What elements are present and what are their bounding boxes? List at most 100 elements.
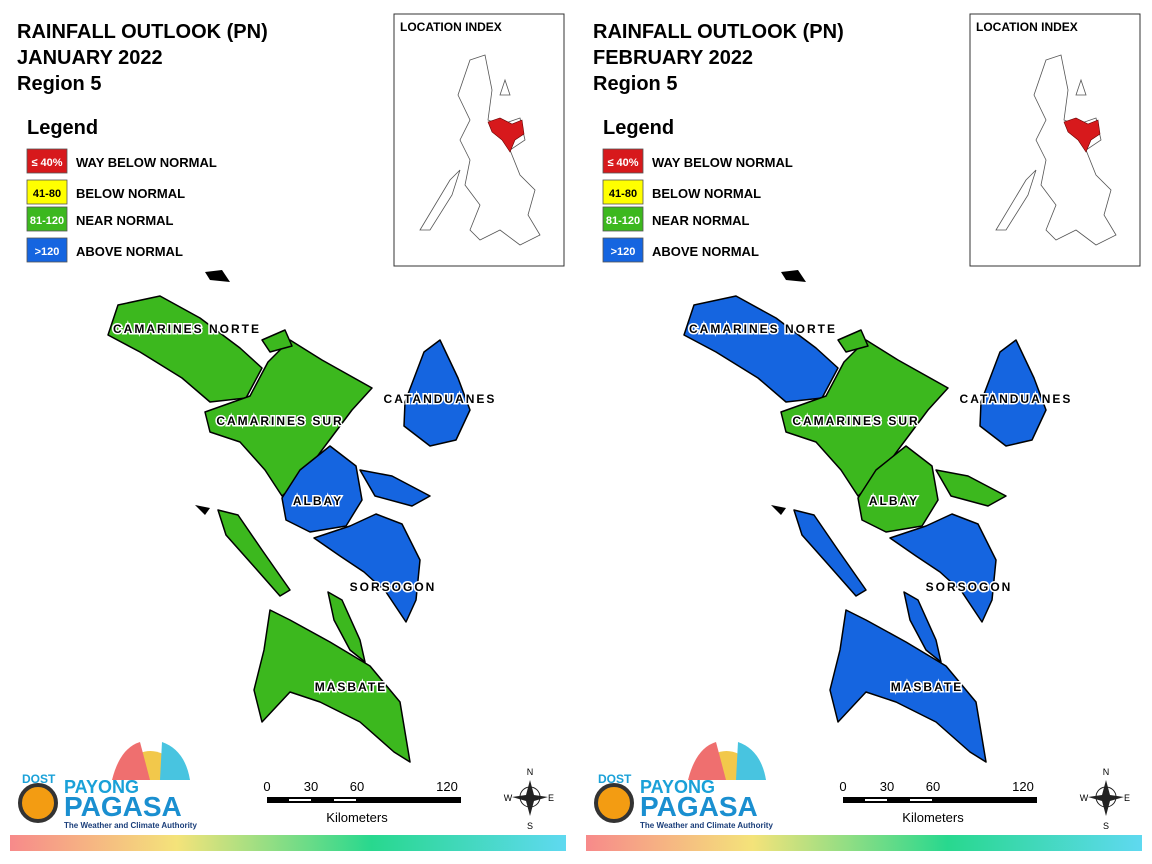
- province-shape: [359, 469, 431, 507]
- logo-payong: PAYONG: [64, 777, 139, 797]
- compass-letter: E: [1124, 793, 1130, 803]
- logo-pagasa: PAGASA: [64, 791, 182, 822]
- compass-letter: S: [1103, 821, 1109, 831]
- logo-umbrella-right: [736, 742, 766, 780]
- legend-label: BELOW NORMAL: [652, 186, 761, 201]
- province-shape: [327, 591, 366, 663]
- scale-label: 0: [263, 779, 270, 794]
- scale-label: 60: [926, 779, 940, 794]
- province-label: CAMARINES NORTE: [113, 322, 261, 336]
- province-label: CATANDUANES: [960, 392, 1073, 406]
- province-label: CAMARINES NORTE: [689, 322, 837, 336]
- compass-ring: [519, 786, 541, 808]
- province-shape: [683, 295, 839, 403]
- legend-title: Legend: [603, 117, 674, 139]
- scale-label: 120: [436, 779, 458, 794]
- legend-code: ≤ 40%: [607, 157, 638, 169]
- scale-label: 120: [1012, 779, 1034, 794]
- panel: RAINFALL OUTLOOK (PN) JANUARY 2022 Region …: [10, 13, 566, 851]
- legend-code: 81-120: [606, 215, 640, 227]
- legend-code: >120: [35, 246, 60, 258]
- compass-letter: S: [527, 821, 533, 831]
- logo-umbrella-left: [688, 742, 726, 780]
- legend-code: 81-120: [30, 215, 64, 227]
- location-outline: [995, 54, 1117, 246]
- province-shape: [253, 609, 411, 763]
- province-shape: [793, 509, 867, 597]
- province-shape: [889, 513, 997, 623]
- province-shape: [204, 339, 373, 497]
- location-index-title: LOCATION INDEX: [976, 20, 1078, 34]
- title-line: Region 5: [593, 73, 677, 95]
- legend-swatch: [602, 206, 644, 232]
- compass-rose: [512, 780, 548, 816]
- province-shape: [780, 339, 949, 497]
- legend-label: WAY BELOW NORMAL: [76, 155, 217, 170]
- scale-label: 0: [839, 779, 846, 794]
- location-highlight: [487, 117, 525, 153]
- legend-code: ≤ 40%: [31, 157, 62, 169]
- province-shape: [829, 609, 987, 763]
- compass-ring: [1095, 786, 1117, 808]
- scale-segment: [865, 799, 887, 801]
- legend-code: 41-80: [609, 188, 637, 200]
- province-shape: [261, 329, 293, 353]
- legend-label: NEAR NORMAL: [652, 213, 750, 228]
- province-shape: [217, 509, 291, 597]
- scale-bar: [267, 797, 461, 803]
- province-shape: [281, 445, 363, 533]
- scale-unit: Kilometers: [902, 810, 964, 825]
- legend-swatch: [26, 148, 68, 174]
- logo-dost: DOST: [22, 772, 56, 786]
- logo-emblem: [18, 783, 58, 823]
- compass-letter: W: [504, 793, 513, 803]
- logo-payong: PAYONG: [640, 777, 715, 797]
- legend-label: ABOVE NORMAL: [652, 244, 759, 259]
- title-line: RAINFALL OUTLOOK (PN): [593, 21, 844, 43]
- legend-label: BELOW NORMAL: [76, 186, 185, 201]
- logo-umbrella-left: [112, 742, 150, 780]
- logo-pagasa: PAGASA: [640, 791, 758, 822]
- legend-code: 41-80: [33, 188, 61, 200]
- province-shape: [857, 445, 939, 533]
- legend-code: >120: [611, 246, 636, 258]
- legend-title: Legend: [27, 117, 98, 139]
- legend-swatch: [26, 206, 68, 232]
- scale-segment: [334, 799, 356, 801]
- province-label: MASBATE: [315, 680, 387, 694]
- scale-label: 30: [304, 779, 318, 794]
- province-label: MASBATE: [891, 680, 963, 694]
- logo-dost: DOST: [598, 772, 632, 786]
- legend-label: ABOVE NORMAL: [76, 244, 183, 259]
- logo-emblem: [594, 783, 634, 823]
- province-shape: [935, 469, 1007, 507]
- scale-label: 30: [880, 779, 894, 794]
- legend-swatch: [602, 148, 644, 174]
- scale-unit: Kilometers: [326, 810, 388, 825]
- title-line: Region 5: [17, 73, 101, 95]
- province-shape: [979, 339, 1047, 447]
- compass-letter: E: [548, 793, 554, 803]
- province-shape: [903, 591, 942, 663]
- province-label: SORSOGON: [926, 580, 1013, 594]
- legend-swatch: [602, 237, 644, 263]
- legend-swatch: [602, 179, 644, 205]
- province-shape: [837, 329, 869, 353]
- logo-tagline: The Weather and Climate Authority: [64, 821, 197, 830]
- province-label: CAMARINES SUR: [216, 414, 343, 428]
- compass-letter: N: [1103, 767, 1110, 777]
- legend-label: WAY BELOW NORMAL: [652, 155, 793, 170]
- title-line: JANUARY 2022: [17, 47, 163, 69]
- province-label: ALBAY: [293, 494, 343, 508]
- province-shape: [313, 513, 421, 623]
- logo-tagline: The Weather and Climate Authority: [640, 821, 773, 830]
- compass-letter: W: [1080, 793, 1089, 803]
- scale-segment: [910, 799, 932, 801]
- legend-swatch: [26, 179, 68, 205]
- title-line: FEBRUARY 2022: [593, 47, 753, 69]
- footer-gradient: [586, 835, 1142, 851]
- province-label: SORSOGON: [350, 580, 437, 594]
- panel: RAINFALL OUTLOOK (PN) FEBRUARY 2022 Region…: [586, 13, 1142, 851]
- province-label: ALBAY: [869, 494, 919, 508]
